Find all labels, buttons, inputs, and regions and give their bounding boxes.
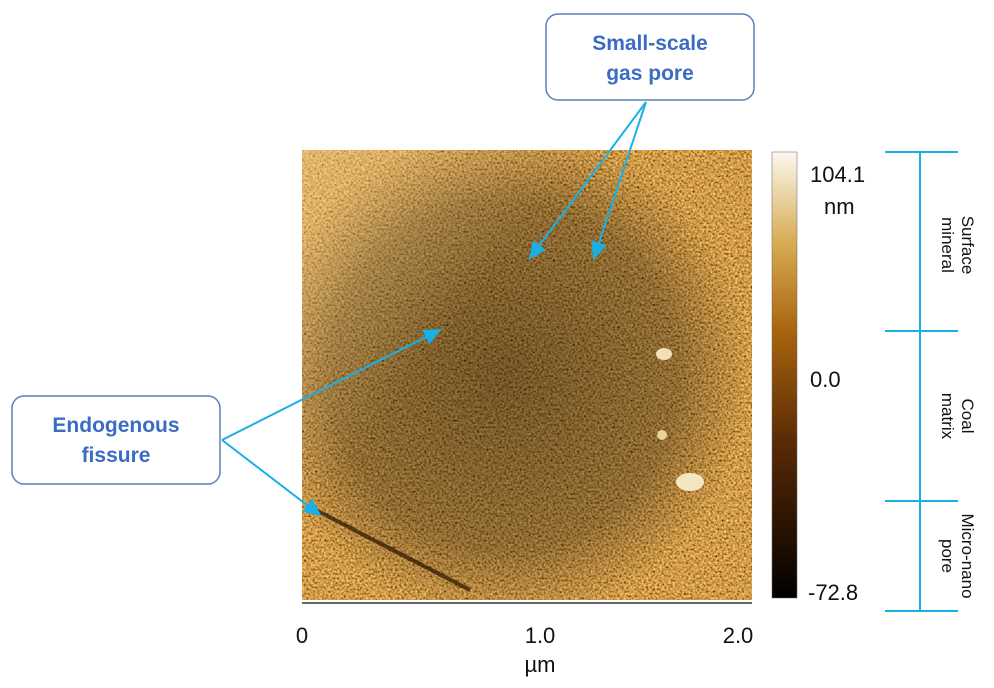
arrow xyxy=(528,101,647,260)
region-label: Micro-nano xyxy=(958,513,977,598)
colorbar-unit: nm xyxy=(824,194,855,219)
callout-box xyxy=(11,395,221,485)
region-bracket xyxy=(885,151,958,612)
colorbar-mid: 0.0 xyxy=(810,367,841,392)
callout-text: Endogenous xyxy=(52,414,179,437)
callout-text: fissure xyxy=(82,444,151,467)
colorbar xyxy=(771,151,798,599)
region-label: Surface xyxy=(958,216,977,275)
arrow xyxy=(221,329,442,441)
x-tick-label: 0 xyxy=(296,623,308,648)
afm-image xyxy=(302,150,752,600)
callout-text: gas pore xyxy=(606,62,694,85)
x-tick-label: 2.0 xyxy=(723,623,754,648)
arrow xyxy=(221,439,322,517)
arrow xyxy=(591,101,647,260)
region-label: Coal xyxy=(958,399,977,434)
region-label: pore xyxy=(938,539,957,573)
callout-text: Small-scale xyxy=(592,32,708,55)
region-label: matrix xyxy=(938,393,957,440)
callout-box xyxy=(545,13,755,101)
colorbar-max: 104.1 xyxy=(810,162,865,187)
x-axis-unit: µm xyxy=(524,652,555,677)
x-tick-label: 1.0 xyxy=(525,623,556,648)
region-label: mineral xyxy=(938,217,957,273)
colorbar-min: -72.8 xyxy=(808,580,858,605)
